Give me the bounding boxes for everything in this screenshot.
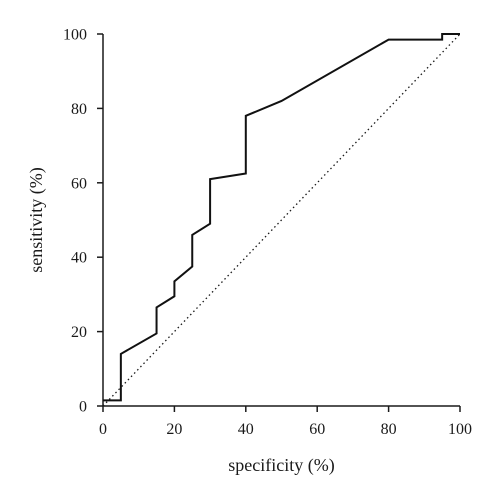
x-axis-label: specificity (%) bbox=[228, 455, 334, 476]
y-tick-label: 60 bbox=[71, 175, 87, 192]
y-axis-label: sensitivity (%) bbox=[26, 167, 47, 273]
roc-curve-line bbox=[103, 33, 460, 402]
x-tick-label: 60 bbox=[309, 421, 325, 438]
y-tick-label: 20 bbox=[71, 324, 87, 341]
y-tick-label: 40 bbox=[71, 250, 87, 267]
x-tick-label: 100 bbox=[448, 421, 472, 438]
y-tick-label: 100 bbox=[63, 27, 87, 44]
series-layer bbox=[102, 33, 461, 407]
x-tick-label: 0 bbox=[99, 421, 107, 438]
y-tick-label: 0 bbox=[79, 399, 87, 416]
x-tick-label: 20 bbox=[166, 421, 182, 438]
x-tick-label: 80 bbox=[381, 421, 397, 438]
ticks: 0 20 40 60 80 100 0 20 40 60 80 100 bbox=[63, 27, 472, 439]
y-tick-label: 80 bbox=[71, 101, 87, 118]
reference-diagonal-line bbox=[102, 33, 461, 407]
x-tick-label: 40 bbox=[238, 421, 254, 438]
axes bbox=[102, 34, 460, 407]
